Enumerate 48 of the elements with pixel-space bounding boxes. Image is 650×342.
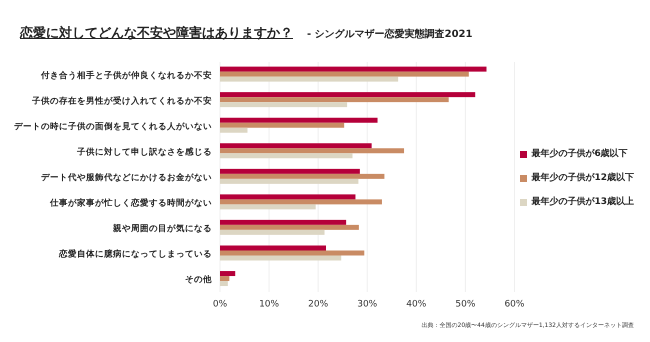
y-tick-label: 仕事が家事が忙しく恋愛する時間がない	[49, 198, 212, 209]
bar	[220, 122, 344, 128]
bar	[220, 230, 325, 235]
bar	[220, 271, 236, 276]
bar	[220, 281, 228, 286]
bar	[220, 143, 372, 148]
y-tick-label: その他	[185, 274, 213, 286]
chart-subtitle: - シングルマザー恋愛実態調査2021	[307, 27, 472, 41]
x-tick-label: 0%	[212, 299, 228, 310]
x-tick-label: 30%	[357, 299, 378, 310]
legend-label: 最年少の子供が13歳以上	[531, 195, 634, 209]
bar	[220, 97, 449, 102]
bar	[220, 255, 342, 260]
y-tick-label: デートの時に子供の面倒を見てくれる人がいない	[14, 120, 212, 132]
bar	[220, 72, 469, 77]
y-tick-label: 付き合う相手と子供が仲良くなれるか不安	[40, 70, 212, 81]
bar	[220, 199, 382, 204]
bar	[220, 92, 476, 98]
bar	[220, 250, 364, 256]
y-tick-label: 親や周囲の目が気になる	[112, 223, 212, 234]
bar	[220, 276, 230, 282]
bar	[220, 245, 326, 250]
bar	[220, 148, 404, 154]
bar	[220, 224, 359, 230]
x-tick-label: 50%	[455, 299, 476, 310]
x-tick-label: 20%	[308, 299, 329, 310]
bar	[220, 178, 358, 184]
bar	[220, 174, 384, 179]
y-tick-label: 子供に対して申し訳なさを感じる	[76, 146, 212, 158]
bar	[220, 204, 316, 210]
bar	[220, 76, 398, 82]
x-tick-label: 10%	[259, 299, 280, 310]
bar	[220, 194, 356, 200]
bar	[220, 118, 378, 123]
bar	[220, 128, 248, 133]
y-tick-label: デート代や服飾代などにかけるお金がない	[41, 172, 212, 184]
y-tick-label: 恋愛自体に臆病になってしまっている	[58, 248, 212, 260]
x-tick-label: 60%	[504, 299, 525, 310]
bar	[220, 168, 360, 174]
legend-label: 最年少の子供が12歳以下	[531, 171, 634, 185]
bar	[220, 102, 348, 108]
x-tick-label: 40%	[406, 299, 427, 310]
bar	[220, 220, 346, 225]
legend-label: 最年少の子供が6歳以下	[531, 147, 628, 161]
bar	[220, 153, 353, 158]
chart-title: 恋愛に対してどんな不安や障害はありますか？	[20, 24, 293, 42]
y-tick-label: 子供の存在を男性が受け入れてくれるか不安	[31, 95, 212, 106]
bar	[220, 66, 486, 72]
